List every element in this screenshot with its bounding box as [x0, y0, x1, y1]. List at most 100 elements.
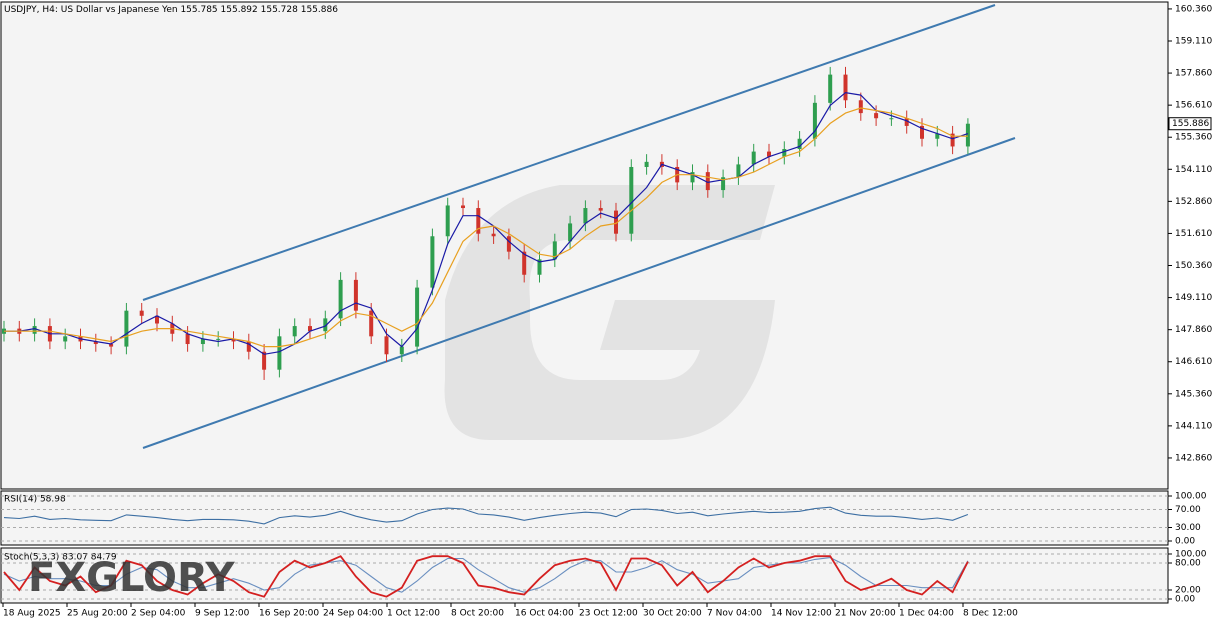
- candle-body: [369, 310, 374, 337]
- candle-body: [721, 177, 726, 191]
- candle-body: [843, 74, 848, 101]
- x-tick-label: 24 Sep 04:00: [323, 609, 383, 619]
- candle-body: [109, 344, 114, 347]
- x-tick-label: 9 Sep 12:00: [195, 609, 250, 619]
- header: USDJPY, H4: US Dollar vs Japanese Yen 15…: [4, 5, 338, 15]
- candle-body: [491, 233, 496, 237]
- candle-body: [920, 125, 924, 139]
- candle-body: [308, 326, 312, 332]
- candle-body: [338, 279, 343, 319]
- description: US Dollar vs Japanese Yen: [61, 5, 178, 15]
- rsi-title: RSI(14) 58.98: [4, 495, 66, 505]
- candle-body: [812, 102, 817, 139]
- y-tick-label: 100.00: [1175, 549, 1207, 559]
- candle-body: [644, 161, 649, 167]
- price-tag-label: 155.886: [1172, 119, 1209, 129]
- candle-body: [155, 315, 159, 324]
- y-tick-label: 150.360: [1175, 261, 1212, 271]
- candle-body: [629, 166, 634, 234]
- stoch-title: Stoch(5,3,3) 83.07 84.79: [4, 553, 117, 563]
- candle-body: [552, 241, 557, 260]
- candle-body: [965, 123, 970, 147]
- candle-body: [583, 208, 588, 224]
- watermark-logo: [444, 185, 775, 440]
- candle-body: [614, 210, 618, 234]
- stoch-panel: [0, 547, 1169, 604]
- y-tick-label: 142.860: [1175, 453, 1212, 463]
- x-tick-label: 18 Aug 2025: [3, 609, 61, 619]
- candle-body: [904, 118, 909, 126]
- plots: 160.360 159.110 157.860 156.610 155.360 154.1…: [1, 4, 1212, 619]
- x-tick-label: 30 Oct 20:00: [643, 609, 702, 619]
- candle-body: [124, 310, 129, 347]
- candle-body: [797, 138, 802, 150]
- y-tick-label: 70.00: [1175, 505, 1201, 515]
- candle-body: [858, 100, 863, 114]
- x-tick-label: 16 Sep 20:00: [259, 609, 319, 619]
- watermark: FXGLORY: [28, 555, 236, 601]
- y-tick-label: 159.110: [1175, 37, 1212, 47]
- candle-body: [950, 133, 955, 147]
- candle-body: [461, 205, 465, 209]
- line-series: [3, 506, 969, 525]
- y-tick-label: 0.00: [1175, 536, 1195, 546]
- candle-body: [384, 336, 389, 355]
- y-tick-label: 157.860: [1175, 69, 1212, 79]
- x-tick-label: 16 Oct 04:00: [515, 609, 574, 619]
- open: 155.785: [180, 5, 217, 15]
- candle-body: [277, 336, 282, 370]
- candle-body: [537, 259, 542, 275]
- candle-body: [935, 133, 940, 139]
- candle-body: [705, 172, 710, 191]
- candle-body: [399, 346, 404, 355]
- channel-upper: [142, 4, 996, 301]
- candle-body: [63, 336, 68, 342]
- symbol: USDJPY, H4:: [4, 5, 58, 15]
- y-tick-label: 155.360: [1175, 133, 1212, 143]
- candle-body: [32, 326, 37, 334]
- high: 155.892: [221, 5, 258, 15]
- y-tick-label: 20.00: [1175, 585, 1201, 595]
- x-tick-label: 7 Nov 04:00: [707, 609, 762, 619]
- line-series: [4, 107, 968, 348]
- close: 155.886: [301, 5, 338, 15]
- x-tick-label: 23 Oct 12:00: [579, 609, 638, 619]
- candle-body: [246, 341, 251, 352]
- y-tick-label: 145.360: [1175, 389, 1212, 399]
- x-tick-label: 2 Sep 04:00: [131, 609, 186, 619]
- candle-body: [874, 113, 879, 119]
- candle-body: [139, 310, 144, 316]
- candle-body: [736, 164, 741, 178]
- candle-body: [185, 333, 190, 345]
- candle-body: [415, 287, 420, 347]
- y-tick-label: 80.00: [1175, 558, 1201, 568]
- low: 155.728: [261, 5, 298, 15]
- x-tick-label: 8 Dec 12:00: [963, 609, 1018, 619]
- price-tag: [1168, 117, 1212, 131]
- candle-body: [889, 118, 894, 120]
- x-tick-label: 1 Oct 12:00: [387, 609, 440, 619]
- y-tick-label: 144.110: [1175, 421, 1212, 431]
- y-tick-label: 146.610: [1175, 357, 1212, 367]
- y-tick-label: 30.00: [1175, 523, 1201, 533]
- candle-body: [323, 318, 328, 332]
- x-tick-label: 25 Aug 20:00: [67, 609, 128, 619]
- candle-body: [568, 223, 573, 242]
- line-series: [4, 91, 969, 355]
- candle-body: [445, 205, 450, 237]
- x-tick-label: 1 Dec 04:00: [899, 609, 954, 619]
- channel-lower: [142, 137, 1016, 449]
- candle-body: [430, 236, 435, 288]
- x-tick-label: 14 Nov 12:00: [771, 609, 832, 619]
- candle-body: [476, 208, 481, 234]
- candle-body: [598, 208, 603, 211]
- y-tick-label: 151.610: [1175, 229, 1212, 239]
- y-tick-label: 156.610: [1175, 101, 1212, 111]
- line-series: [3, 557, 969, 593]
- y-tick-label: 147.860: [1175, 325, 1212, 335]
- candle-body: [506, 236, 511, 252]
- candle-body: [353, 279, 358, 311]
- candle-body: [767, 151, 771, 157]
- candle-body: [262, 351, 267, 370]
